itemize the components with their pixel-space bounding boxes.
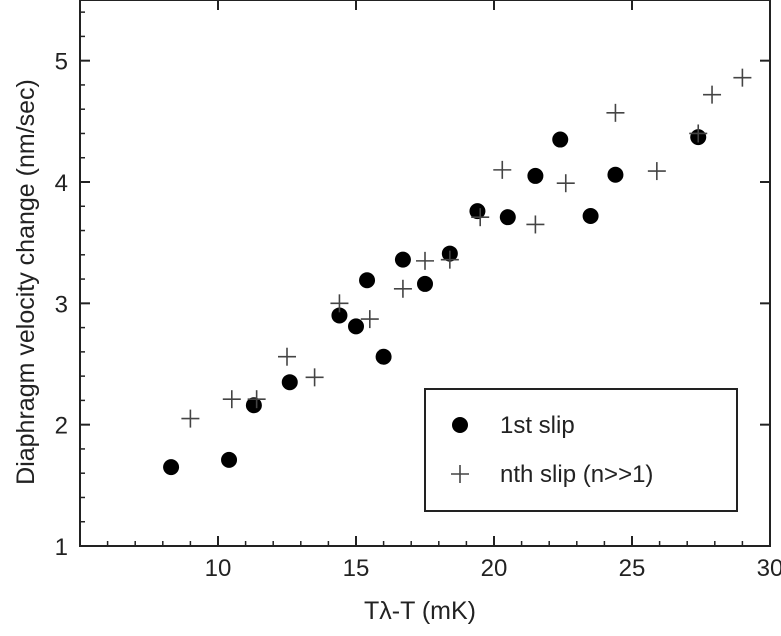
point-nth-slip [703,85,722,104]
legend: 1st slip nth slip (n>>1) [424,388,738,512]
x-tick-label: 25 [619,555,646,582]
point-1st-slip [527,167,544,184]
y-tick-label: 5 [55,49,68,76]
point-nth-slip [278,347,296,366]
point-nth-slip [647,162,666,181]
point-nth-slip [393,279,412,298]
legend-marker-nth-slip [451,465,469,483]
y-axis-ticks: 1 2 3 4 5 [55,11,770,561]
point-1st-slip [281,374,298,391]
point-1st-slip [163,459,180,476]
point-nth-slip [526,215,545,234]
point-1st-slip [469,203,486,220]
point-nth-slip [606,103,625,122]
x-tick-label: 10 [205,555,232,582]
point-1st-slip [221,451,238,468]
y-tick-label: 1 [55,534,68,561]
point-nth-slip [689,124,708,143]
point-1st-slip [417,275,433,292]
legend-label-1st-slip: 1st slip [500,412,575,439]
x-tick-label: 30 [757,555,781,582]
point-nth-slip [181,409,200,428]
point-nth-slip [247,390,266,409]
point-1st-slip [582,207,599,224]
point-1st-slip [552,131,569,148]
y-tick-label: 3 [55,291,68,318]
point-nth-slip [440,250,459,269]
point-nth-slip [556,174,575,193]
x-tick-label: 15 [343,555,370,582]
y-tick-label: 4 [55,170,68,197]
point-nth-slip [222,390,241,409]
y-axis-label: Diaphragm velocity change (nm/sec) [12,79,40,485]
legend-label-nth-slip: nth slip (n>>1) [500,461,653,488]
point-1st-slip [359,272,376,289]
point-1st-slip [245,397,262,414]
y-tick-label: 2 [55,413,68,440]
series-nth-slip [181,68,752,428]
legend-marker-1st-slip [452,417,468,433]
series-1st-slip [163,129,707,476]
x-tick-label: 20 [481,555,508,582]
plot-frame [79,0,771,547]
legend-box [424,388,738,512]
point-1st-slip [394,251,411,268]
x-axis-ticks: 10 15 20 25 30 [106,0,781,582]
point-nth-slip [416,251,434,270]
point-nth-slip [471,208,490,227]
axes [79,0,771,547]
point-nth-slip [360,310,379,329]
x-axis-label: Tλ-T (mK) [364,597,476,625]
point-1st-slip [331,307,348,324]
point-nth-slip [733,68,752,87]
point-1st-slip [607,166,624,183]
point-nth-slip [330,294,349,313]
point-nth-slip [305,368,324,387]
point-1st-slip [348,318,364,335]
point-1st-slip [375,348,392,365]
point-1st-slip [499,209,516,226]
point-nth-slip [493,160,512,179]
